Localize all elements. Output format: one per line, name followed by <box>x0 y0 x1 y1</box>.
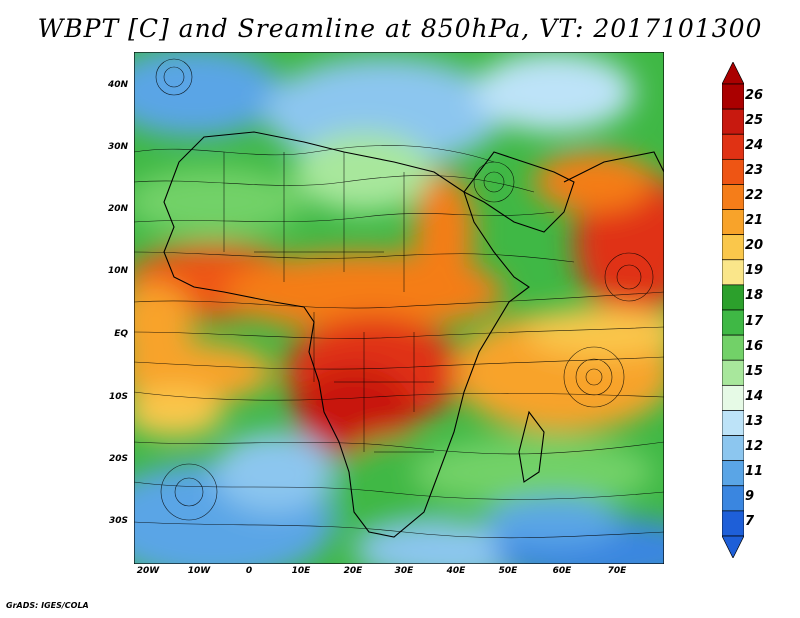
colorbar-swatch <box>722 209 744 236</box>
colorbar-swatch <box>722 309 744 336</box>
colorbar-swatch <box>722 259 744 286</box>
colorbar-label: 14 <box>745 388 764 404</box>
lon-label-20w: 20W <box>136 566 160 576</box>
colorbar-swatch <box>722 158 744 185</box>
colorbar-swatch <box>722 359 744 386</box>
lon-label-30e: 30E <box>394 566 414 576</box>
lat-label-10n: 10N <box>107 266 128 276</box>
lon-label-50e: 50E <box>498 566 518 576</box>
country-borders <box>223 152 434 453</box>
lon-label-10w: 10W <box>187 566 211 576</box>
colorbar-bottom-arrow <box>722 535 744 558</box>
colorbar-swatch <box>722 334 744 361</box>
colorbar-swatch <box>722 108 744 135</box>
lat-label-30s: 30S <box>108 516 128 526</box>
lat-label-20n: 20N <box>107 204 128 214</box>
colorbar <box>722 62 744 558</box>
lon-label-10e: 10E <box>291 566 311 576</box>
colorbar-label: 13 <box>745 414 764 429</box>
colorbar-label: 25 <box>745 112 764 128</box>
colorbar-swatch <box>722 510 744 537</box>
colorbar-label: 26 <box>745 87 764 103</box>
colorbar-label: 9 <box>745 489 755 505</box>
colorbar-swatch <box>722 410 744 436</box>
colorbar-label: 23 <box>745 162 764 178</box>
colorbar-swatch <box>722 184 744 210</box>
colorbar-swatch <box>722 234 744 261</box>
lon-label-0: 0 <box>245 566 253 576</box>
lon-label-60e: 60E <box>552 566 572 576</box>
colorbar-top-arrow <box>722 62 744 85</box>
lat-label-40n: 40N <box>107 80 128 90</box>
colorbar-label: 24 <box>745 137 764 153</box>
colorbar-label: 12 <box>745 439 764 455</box>
colorbar-label: 17 <box>745 313 764 329</box>
colorbar-swatch <box>722 133 744 160</box>
wbpt-field <box>134 52 664 564</box>
colorbar-swatch <box>722 284 744 311</box>
colorbar-label: 20 <box>745 238 764 254</box>
lat-label-10s: 10S <box>108 392 128 402</box>
colorbar-swatch <box>722 485 744 512</box>
colorbar-label: 19 <box>745 263 764 279</box>
lat-label-20s: 20S <box>108 454 128 464</box>
lon-label-20e: 20E <box>343 566 363 576</box>
wbpt-streamline-map <box>134 52 664 564</box>
colorbar-swatch <box>722 460 744 487</box>
colorbar-label: 16 <box>745 338 764 354</box>
colorbar-label: 7 <box>745 514 755 530</box>
lat-label-30n: 30N <box>107 142 128 152</box>
colorbar-label: 15 <box>745 363 764 379</box>
colorbar-swatch <box>722 435 744 462</box>
colorbar-label: 18 <box>745 288 764 304</box>
colorbar-label: 11 <box>745 464 764 480</box>
map-title: WBPT [C] and Sreamline at 850hPa, VT: 20… <box>37 14 763 43</box>
coastlines <box>163 131 664 538</box>
lat-label-eq: EQ <box>114 329 128 339</box>
colorbar-swatch <box>722 384 744 411</box>
lon-label-70e: 70E <box>607 566 627 576</box>
grads-credit: GrADS: IGES/COLA <box>6 601 89 610</box>
colorbar-swatch <box>722 83 744 110</box>
lon-label-40e: 40E <box>446 566 466 576</box>
colorbar-label: 21 <box>745 213 764 229</box>
colorbar-label: 22 <box>745 188 764 203</box>
